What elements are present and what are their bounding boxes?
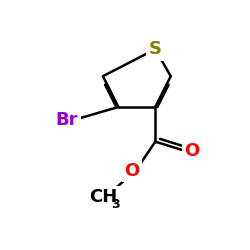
Text: O: O [184, 142, 200, 160]
Text: O: O [124, 162, 140, 180]
Text: 3: 3 [111, 198, 120, 211]
Text: Br: Br [56, 112, 78, 130]
Text: CH: CH [89, 188, 117, 206]
Text: S: S [149, 40, 162, 58]
